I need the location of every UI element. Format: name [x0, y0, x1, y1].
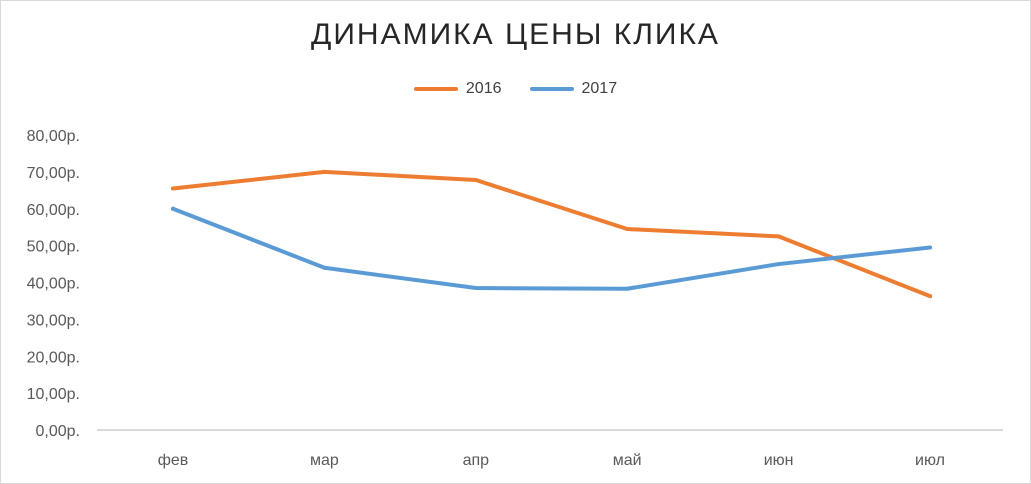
data-point-2016: [322, 169, 327, 174]
data-point-2017: [625, 286, 630, 291]
data-point-2016: [625, 227, 630, 232]
legend-label-2016: 2016: [465, 80, 502, 97]
x-tick-label: июл: [915, 452, 945, 469]
x-tick-label: май: [613, 452, 642, 469]
x-tick-label: апр: [463, 452, 490, 469]
x-tick-label: фев: [158, 452, 189, 469]
y-tick-label: 70,00р.: [27, 165, 80, 182]
legend-item-2016: 2016: [413, 80, 502, 98]
series-line-2016: [171, 169, 932, 299]
y-tick-label: 10,00р.: [27, 386, 80, 403]
y-tick-label: 40,00р.: [27, 276, 80, 293]
data-point-2017: [776, 262, 781, 267]
data-point-2016: [928, 294, 932, 299]
chart-title: ДИНАМИКА ЦЕНЫ КЛИКА: [311, 18, 720, 51]
series-line-2017: [171, 206, 932, 291]
data-point-2016: [473, 177, 478, 182]
legend-item-2017: 2017: [529, 80, 618, 98]
legend-swatch-2017: [529, 87, 574, 91]
y-tick-label: 80,00р.: [27, 128, 80, 145]
data-point-2017: [928, 245, 932, 250]
y-tick-label: 50,00р.: [27, 239, 80, 256]
data-point-2017: [171, 206, 175, 211]
x-tick-label: мар: [310, 452, 339, 469]
data-point-2017: [473, 286, 478, 291]
y-tick-label: 60,00р.: [27, 202, 80, 219]
data-point-2016: [171, 186, 175, 191]
chart-legend: 2016 2017: [0, 80, 1031, 98]
legend-label-2017: 2017: [581, 80, 618, 97]
legend-swatch-2016: [413, 87, 458, 91]
y-tick-label: 20,00р.: [27, 349, 80, 366]
x-tick-label: июн: [764, 452, 794, 469]
data-point-2016: [776, 234, 781, 239]
y-tick-label: 0,00р.: [36, 423, 80, 440]
data-point-2017: [322, 265, 327, 270]
y-tick-label: 30,00р.: [27, 312, 80, 329]
